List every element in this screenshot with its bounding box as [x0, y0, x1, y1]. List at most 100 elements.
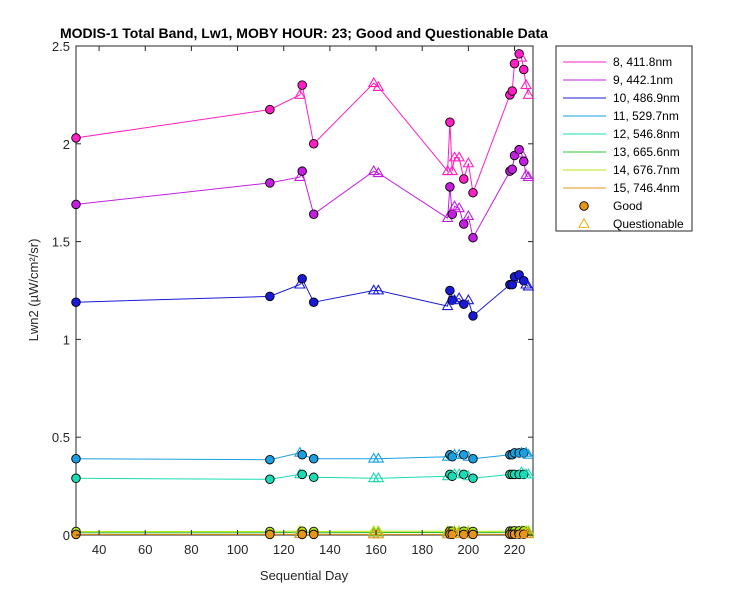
questionable-point — [515, 147, 528, 158]
good-point — [308, 453, 319, 464]
good-point — [297, 529, 307, 540]
good-point — [468, 473, 478, 484]
good-point — [71, 133, 81, 143]
good-point — [445, 117, 455, 128]
good-point — [71, 473, 81, 484]
legend-entry-label: 13, 665.6nm — [613, 145, 680, 159]
x-tick-label: 80 — [184, 542, 198, 557]
good-point — [507, 279, 517, 290]
questionable-point — [522, 468, 535, 479]
x-tick-label: 220 — [504, 542, 526, 557]
questionable-point — [520, 446, 532, 457]
questionable-point — [515, 51, 528, 62]
good-point — [519, 156, 529, 167]
questionable-point — [293, 88, 306, 99]
questionable-point — [522, 280, 535, 291]
legend-marker-label: Questionable — [613, 217, 684, 231]
good-point — [514, 144, 524, 155]
questionable-point — [522, 170, 535, 181]
questionable-point — [453, 292, 466, 303]
questionable-point — [453, 151, 466, 162]
x-axis: 40 60 80 100 120 140 160 180 200 220 — [92, 46, 526, 557]
good-point — [71, 453, 81, 464]
questionable-point — [372, 471, 385, 483]
series-layer — [71, 49, 535, 540]
series-group — [71, 144, 535, 243]
series-group — [71, 270, 535, 321]
x-tick-label: 160 — [365, 542, 387, 557]
questionable-point — [453, 202, 466, 213]
good-point — [468, 187, 478, 198]
chart-title: MODIS-1 Total Band, Lw1, MOBY HOUR: 23; … — [60, 25, 548, 41]
y-axis: 0 0.5 1 1.5 2 2.5 — [52, 39, 533, 543]
legend-box — [555, 45, 693, 232]
y-tick-label: 1.5 — [52, 235, 70, 250]
good-point — [514, 49, 524, 59]
questionable-point — [462, 293, 475, 305]
good-point — [468, 311, 478, 321]
y-tick-label: 2 — [63, 137, 70, 152]
good-point — [445, 285, 455, 296]
good-point — [265, 291, 275, 302]
questionable-point — [293, 278, 306, 289]
good-point — [297, 166, 307, 176]
good-point — [459, 174, 469, 184]
questionable-point — [522, 527, 535, 539]
legend-entry-label: 14, 676.7nm — [613, 163, 680, 177]
good-point — [265, 454, 275, 465]
questionable-point — [448, 200, 461, 211]
good-point — [519, 64, 529, 75]
good-point — [71, 297, 81, 307]
good-point — [447, 452, 457, 462]
questionable-point — [372, 80, 385, 92]
x-tick-label: 180 — [411, 542, 433, 557]
x-tick-label: 200 — [458, 542, 480, 557]
good-point — [459, 219, 469, 229]
x-tick-label: 60 — [138, 542, 152, 557]
questionable-point — [372, 284, 385, 295]
plot-area — [75, 45, 534, 536]
good-point — [519, 275, 529, 286]
good-point — [308, 139, 319, 149]
good-point — [308, 209, 319, 219]
good-point — [297, 80, 307, 90]
x-tick-label: 140 — [319, 542, 341, 557]
legend-entry-label: 11, 529.7nm — [613, 109, 679, 123]
good-point — [71, 529, 81, 540]
questionable-point — [520, 78, 532, 90]
legend-entry-label: 10, 486.9nm — [613, 91, 680, 105]
legend-marker-label: Good — [613, 199, 642, 213]
legend-entry-label: 12, 546.8nm — [613, 127, 680, 141]
good-point — [265, 474, 275, 485]
questionable-point — [462, 209, 475, 221]
legend-good-marker — [579, 201, 589, 211]
good-point — [468, 453, 478, 464]
good-point — [445, 182, 455, 192]
x-tick-label: 100 — [227, 542, 249, 557]
good-point — [468, 529, 478, 540]
good-point — [468, 232, 478, 243]
good-point — [308, 297, 319, 307]
good-point — [297, 469, 307, 480]
y-tick-label: 0.5 — [52, 430, 70, 445]
legend-entry-label: 8, 411.8nm — [613, 55, 672, 69]
good-point — [447, 471, 457, 482]
questionable-point — [441, 299, 454, 311]
questionable-point — [448, 293, 461, 305]
good-point — [308, 472, 319, 483]
questionable-point — [522, 88, 535, 99]
legend: 8, 411.8nm 9, 442.1nm 10, 486.9nm 11, 529.7… — [555, 45, 693, 232]
y-tick-label: 0 — [63, 528, 70, 543]
x-tick-label: 120 — [273, 542, 295, 557]
series-group — [71, 466, 535, 485]
y-tick-label: 1 — [63, 332, 70, 347]
good-point — [507, 86, 517, 96]
good-point — [297, 450, 307, 460]
series-group — [71, 446, 535, 465]
good-point — [265, 178, 275, 188]
questionable-point — [372, 166, 385, 178]
questionable-point — [372, 452, 385, 463]
good-point — [297, 274, 307, 284]
questionable-point — [367, 76, 380, 88]
